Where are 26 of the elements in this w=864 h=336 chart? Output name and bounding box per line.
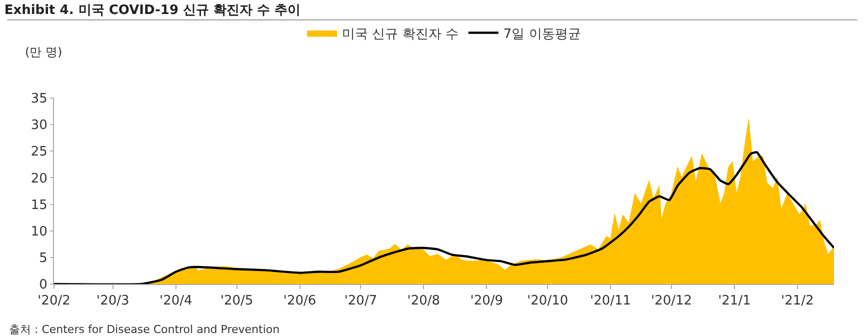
x-tick-label: '20/8 bbox=[407, 294, 440, 309]
x-tick-label: '20/7 bbox=[344, 294, 378, 309]
legend-label: 7일 이동평균 bbox=[503, 26, 581, 42]
y-tick-label: 10 bbox=[30, 224, 48, 240]
x-tick-label: '21/1 bbox=[718, 294, 751, 309]
x-tick-label: '20/4 bbox=[159, 294, 192, 309]
x-tick-label: '21/2 bbox=[781, 294, 814, 309]
legend-label: 미국 신규 확진자 수 bbox=[342, 26, 458, 42]
x-tick-label: '20/2 bbox=[38, 294, 70, 309]
y-tick-label: 20 bbox=[30, 171, 48, 186]
x-tick-label: '20/9 bbox=[470, 294, 504, 309]
x-tick-label: '20/5 bbox=[220, 294, 254, 309]
y-tick-label: 30 bbox=[30, 118, 48, 134]
y-tick-label: 5 bbox=[39, 250, 48, 266]
y-tick-label: 35 bbox=[30, 92, 48, 107]
x-tick-label: '20/3 bbox=[96, 294, 130, 309]
chart-title: Exhibit 4. 미국 COVID-19 신규 확진자 수 추이 bbox=[4, 3, 301, 18]
y-tick-label: 25 bbox=[30, 144, 48, 160]
y-axis-title: (만 명) bbox=[25, 45, 62, 59]
y-tick-label: 0 bbox=[39, 278, 48, 293]
source-note: 출처 : Centers for Disease Control and Prevention bbox=[9, 323, 280, 336]
y-tick-label: 15 bbox=[30, 198, 48, 213]
x-tick-label: '20/12 bbox=[650, 294, 692, 309]
x-tick-label: '20/10 bbox=[527, 294, 568, 309]
x-tick-label: '20/6 bbox=[283, 294, 316, 309]
x-tick-label: '20/11 bbox=[590, 294, 632, 309]
